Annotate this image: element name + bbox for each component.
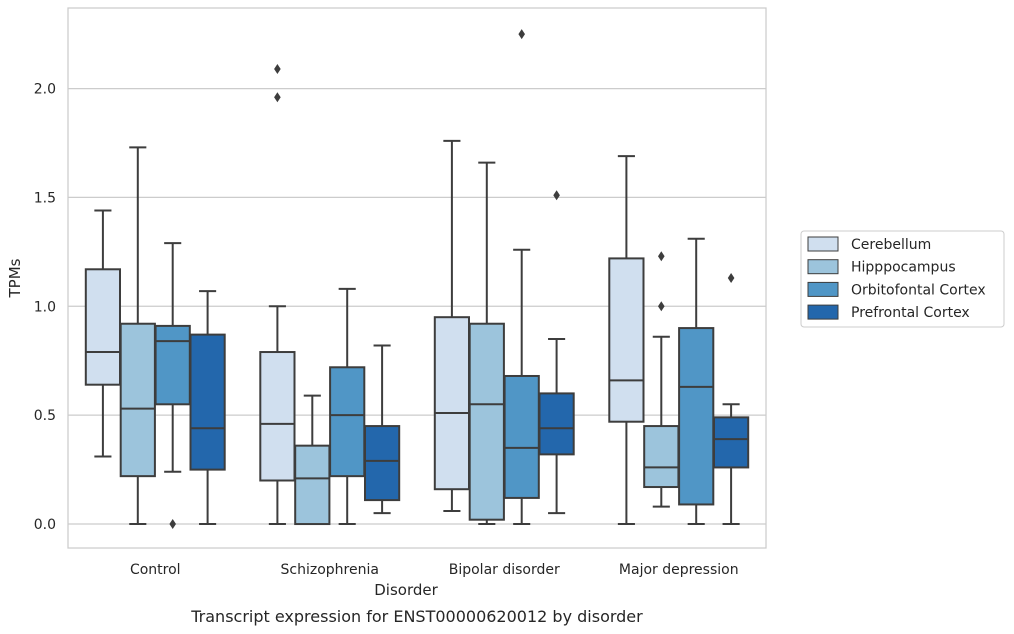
box <box>538 392 575 456</box>
y-tick-label: 0.5 <box>34 408 56 424</box>
outlier-point <box>658 251 665 262</box>
box-plot <box>119 146 156 526</box>
box-plot <box>294 394 331 526</box>
legend-label: Orbitofontal Cortex <box>851 282 986 298</box>
outlier-point <box>518 29 525 40</box>
box <box>84 268 122 386</box>
box <box>294 444 331 526</box>
legend-swatch <box>807 259 839 275</box>
legend-swatch <box>807 304 839 320</box>
x-tick-label: Control <box>130 562 181 578</box>
legend-swatch <box>807 281 839 297</box>
box-plot <box>468 161 505 526</box>
box <box>643 425 680 489</box>
box-plot <box>433 139 471 512</box>
legend: Cerebellum Hipppocampus Orbitofontal Corte… <box>800 230 1005 328</box>
legend-label: Prefrontal Cortex <box>851 305 970 321</box>
x-tick-label: Major depression <box>619 562 739 578</box>
box-plot <box>538 190 575 515</box>
box-plot <box>84 209 122 458</box>
box <box>678 327 715 506</box>
box-plot <box>712 273 750 526</box>
box <box>433 316 471 491</box>
box <box>329 366 366 478</box>
outlier-point <box>274 63 281 74</box>
box-plot <box>678 237 715 526</box>
legend-label: Cerebellum <box>851 237 931 253</box>
x-tick-labels: Control Schizophrenia Bipolar disorder Majo… <box>130 562 739 578</box>
outlier-point <box>274 92 281 103</box>
box-plot <box>154 242 191 530</box>
y-axis-label: TPMs <box>6 258 24 298</box>
y-tick-label: 1.0 <box>34 299 56 315</box>
y-tick-label: 2.0 <box>34 82 56 98</box>
x-tick-label: Schizophrenia <box>281 562 379 578</box>
box <box>363 425 401 502</box>
x-tick-label: Bipolar disorder <box>449 562 560 578</box>
legend-swatch <box>807 236 839 252</box>
box-plot <box>189 290 226 526</box>
box-plot <box>643 251 680 508</box>
box <box>608 257 645 423</box>
box <box>503 374 540 499</box>
legend-frame <box>800 230 1005 328</box>
outlier-point <box>658 301 665 312</box>
box-plot <box>363 344 401 515</box>
legend-label: Hipppocampus <box>851 260 956 276</box>
plot-frame <box>67 7 767 549</box>
box <box>468 322 505 521</box>
y-tick-label: 1.5 <box>34 190 56 206</box>
box <box>189 333 226 471</box>
box-plot <box>329 287 366 526</box>
box <box>119 322 156 478</box>
gridlines <box>68 87 766 525</box>
box-plot <box>608 155 645 526</box>
box <box>259 351 296 482</box>
box <box>712 416 750 469</box>
x-axis-label: Disorder <box>374 581 438 599</box>
outlier-point <box>727 273 735 283</box>
y-tick-labels: 0.0 0.5 1.0 1.5 2.0 <box>34 82 56 533</box>
box <box>154 324 191 406</box>
y-tick-label: 0.0 <box>34 517 56 533</box>
box-plot <box>503 29 540 526</box>
box-plot <box>259 63 296 526</box>
outlier-point <box>553 190 560 201</box>
box-plots <box>84 29 750 530</box>
chart-caption: Transcript expression for ENST0000062001… <box>190 607 643 626</box>
outlier-point <box>169 519 176 530</box>
